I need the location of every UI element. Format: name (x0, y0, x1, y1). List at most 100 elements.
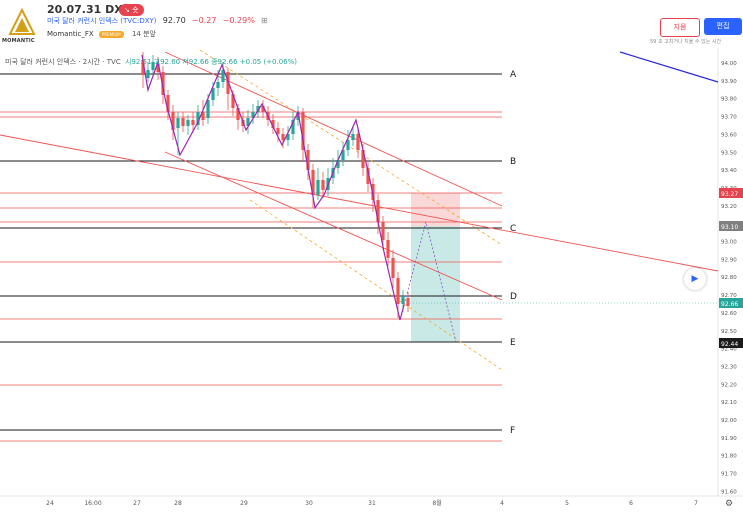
symbol-change: −0.27 (191, 16, 217, 25)
level-label-b: B (510, 157, 516, 167)
candle-body (176, 118, 180, 128)
candle-body (211, 88, 215, 100)
x-axis-ticks: 24 16:00 27 28 29 30 31 8월 4 5 6 7 (46, 499, 698, 507)
candle-body (261, 106, 265, 112)
price-tag: 93.27 (721, 191, 738, 198)
y-tick-label: 92.60 (721, 311, 737, 317)
play-icon[interactable]: ▶ (684, 268, 706, 290)
candle-body (246, 118, 250, 126)
edit-hint: 59 초 고치거나 지울 수 있는 시간 (650, 39, 722, 45)
premium-pill: PREMIUM (98, 30, 124, 38)
candle-body (196, 112, 200, 125)
edit-button[interactable]: 편집 (704, 18, 742, 35)
y-tick-label: 91.80 (721, 454, 737, 460)
x-tick-label: 5 (565, 500, 569, 507)
x-tick-label: 7 (694, 500, 698, 507)
x-tick-label: 8월 (432, 499, 441, 507)
horizontal-levels (0, 73, 502, 442)
candle-body (296, 112, 300, 120)
x-tick-label: 28 (174, 500, 182, 507)
candle-body (141, 60, 145, 75)
chart-link-icon[interactable]: ⊞ (261, 16, 268, 25)
candle-body (206, 100, 210, 118)
short-badge: ↘ 숏 (119, 4, 144, 16)
candle-body (166, 95, 170, 112)
candle-body (221, 70, 225, 82)
candle-body (171, 112, 175, 130)
candle-body (236, 108, 240, 120)
time-ago: 14 분앞 (131, 30, 156, 38)
y-tick-label: 92.00 (721, 418, 737, 424)
price-tag-bg (719, 338, 743, 348)
candle-body (276, 128, 280, 134)
candle-body (286, 134, 290, 140)
candle-body (406, 298, 410, 306)
author-name[interactable]: Momantic_FX (47, 30, 94, 38)
price-chart[interactable]: 94.0093.9093.8093.7093.6093.5093.4093.30… (0, 48, 743, 510)
delete-button[interactable]: 지움 (660, 18, 700, 37)
level-label-e: E (510, 338, 516, 348)
price-axis[interactable] (718, 48, 743, 510)
candle-body (191, 120, 195, 125)
level-labels: A B C D E F (510, 70, 517, 436)
candle-body (256, 106, 260, 112)
symbol-link[interactable]: 미국 달러 커런시 인덱스 (TVC:DXY) (47, 17, 157, 25)
y-tick-label: 91.90 (721, 436, 737, 442)
y-tick-label: 91.60 (721, 489, 737, 495)
x-tick-label: 16:00 (84, 500, 101, 507)
y-tick-label: 92.10 (721, 400, 737, 406)
candle-body (346, 140, 350, 150)
channel-upper-line[interactable] (164, 51, 503, 207)
blue-trendline[interactable] (619, 51, 719, 83)
candle-body (316, 180, 320, 195)
candle-body (281, 134, 285, 140)
zigzag-path[interactable] (141, 54, 405, 321)
y-tick-label: 92.90 (721, 257, 737, 263)
y-tick-label: 93.70 (721, 115, 737, 121)
y-tick-label: 92.30 (721, 364, 737, 370)
candle-body (251, 112, 255, 118)
momantic-logo-icon (8, 7, 36, 35)
symbol-price: 92.70 (162, 16, 186, 25)
chart-area[interactable]: 94.0093.9093.8093.7093.6093.5093.4093.30… (0, 48, 743, 510)
gear-icon[interactable]: ⚙ (725, 499, 733, 509)
symbol-change-pct: −0.29% (222, 16, 255, 25)
chart-legend-title: 미국 달러 커런시 인덱스 · 2시간 · TVC (5, 58, 121, 66)
candle-body (386, 240, 390, 258)
y-tick-label: 92.40 (721, 347, 737, 353)
long-trendline[interactable] (0, 134, 719, 272)
y-tick-label: 92.70 (721, 293, 737, 299)
candle-body (181, 118, 185, 126)
price-tags: 93.27 93.10 92.66 92.44 (719, 188, 743, 348)
projection-path[interactable] (403, 221, 457, 343)
logo-text: MOMANTIC (2, 38, 35, 44)
candle-body (216, 82, 220, 88)
candle-body (146, 70, 150, 78)
candle-body (201, 112, 205, 120)
orange-dashed-lower[interactable] (249, 199, 503, 371)
price-tag: 92.66 (721, 301, 738, 308)
candle-body (271, 120, 275, 128)
candle-body (391, 258, 395, 278)
candle-body (336, 160, 340, 168)
x-tick-label: 29 (240, 500, 248, 507)
target-zone[interactable] (411, 226, 460, 342)
x-tick-label: 30 (305, 500, 313, 507)
y-tick-label: 93.00 (721, 240, 737, 246)
y-tick-label: 93.80 (721, 97, 737, 103)
candle-body (361, 150, 365, 168)
x-tick-label: 6 (629, 500, 633, 507)
candle-body (161, 72, 165, 95)
candle-body (341, 150, 345, 160)
header: MOMANTIC 20.07.31 DXY ↘ 숏 미국 달러 커런시 인덱스 … (0, 0, 743, 48)
x-tick-label: 4 (500, 500, 504, 507)
level-label-c: C (510, 224, 516, 234)
level-label-d: D (510, 292, 517, 302)
candle-body (151, 62, 155, 70)
candle-body (366, 168, 370, 184)
candle-body (226, 72, 230, 94)
price-tag-bg (719, 221, 743, 231)
level-label-f: F (510, 426, 515, 436)
candle-body (401, 296, 405, 304)
channel-lower-line[interactable] (164, 151, 503, 301)
